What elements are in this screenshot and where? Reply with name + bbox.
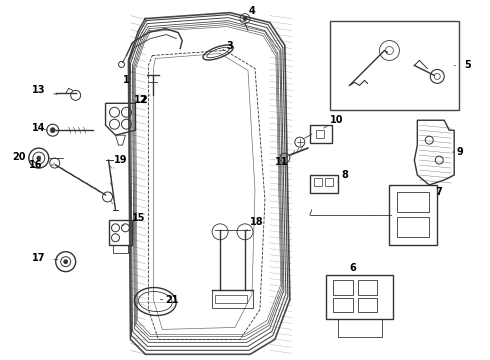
Text: 6: 6: [349, 263, 356, 276]
Text: 16: 16: [29, 160, 54, 170]
Circle shape: [37, 156, 41, 160]
Text: 10: 10: [324, 115, 343, 128]
Text: 4: 4: [248, 6, 255, 19]
Bar: [310, 175, 338, 193]
Text: 2: 2: [140, 95, 150, 105]
Bar: [310, 125, 332, 143]
Bar: [397, 217, 429, 237]
Text: 15: 15: [122, 213, 145, 226]
Text: 13: 13: [32, 85, 57, 95]
Circle shape: [50, 128, 55, 133]
Bar: [358, 280, 377, 294]
Text: 14: 14: [32, 123, 48, 133]
Text: 12: 12: [126, 95, 147, 110]
Bar: [212, 289, 253, 307]
Bar: [215, 294, 247, 302]
Bar: [326, 275, 393, 319]
Text: 8: 8: [338, 170, 348, 182]
Text: 7: 7: [436, 187, 442, 197]
Text: 5: 5: [454, 60, 470, 71]
Text: 1: 1: [123, 72, 131, 85]
Bar: [338, 319, 383, 337]
Text: 17: 17: [32, 253, 58, 263]
Circle shape: [64, 260, 68, 264]
Bar: [397, 192, 429, 212]
Text: 9: 9: [452, 147, 464, 157]
Bar: [333, 280, 353, 294]
Bar: [325, 178, 333, 186]
Bar: [390, 185, 437, 245]
Text: 3: 3: [222, 41, 233, 50]
Circle shape: [243, 17, 247, 21]
Text: 19: 19: [114, 155, 127, 168]
Text: 18: 18: [245, 217, 264, 232]
Text: 20: 20: [12, 152, 29, 162]
Bar: [333, 298, 353, 312]
Bar: [330, 21, 459, 110]
Bar: [316, 130, 324, 138]
Text: 11: 11: [275, 156, 289, 167]
Text: 21: 21: [160, 294, 179, 305]
Bar: [358, 298, 377, 312]
Bar: [314, 178, 322, 186]
